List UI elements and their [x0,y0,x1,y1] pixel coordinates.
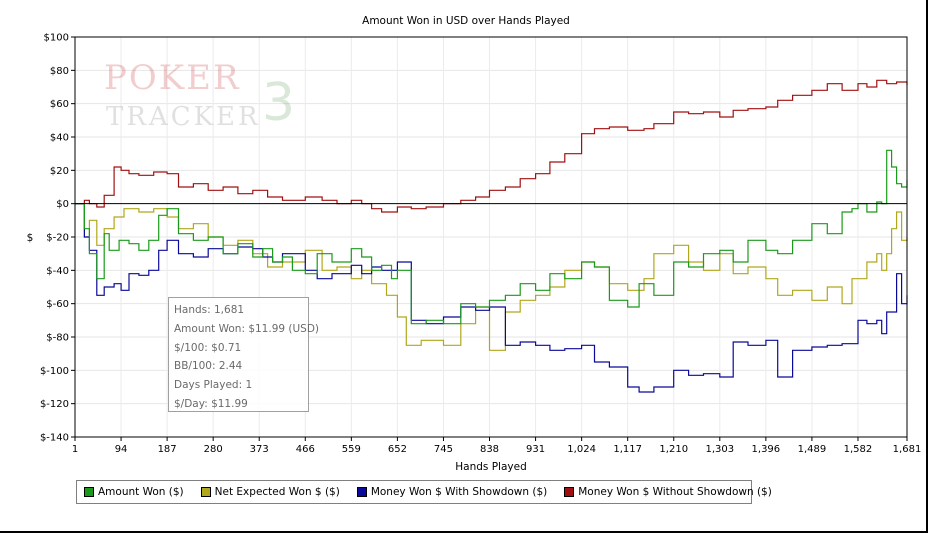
x-tick-label: 466 [296,444,315,455]
y-axis-title: $ [27,232,34,244]
x-tick-label: 1,303 [705,444,734,455]
series-line-2 [75,203,908,351]
x-tick-label: 1,117 [613,444,642,455]
legend-item: Money Won $ With Showdown ($) [356,486,548,498]
poker-tracker-logo: POKER TRACKER 3 [104,58,295,133]
chart-legend: Amount Won ($) Net Expected Won $ ($) Mone… [76,480,772,504]
x-tick-label: 1,582 [844,444,873,455]
x-tick-label: 931 [526,444,545,455]
legend-swatch [200,487,211,497]
y-tick-label: $80 [50,66,69,77]
stat-per-100: $/100: $0.71 [174,341,242,354]
y-tick-label: $40 [50,133,69,144]
legend-label: Money Won $ Without Showdown ($) [578,486,772,498]
y-tick-label: $-140 [40,433,69,444]
x-tick-label: 1,489 [798,444,827,455]
legend-swatch [564,487,575,497]
x-tick-label: 373 [250,444,269,455]
x-tick-label: 1,210 [659,444,688,455]
stat-days-played: Days Played: 1 [174,379,253,392]
logo-tracker-text: TRACKER [106,102,261,132]
x-tick-label: 745 [434,444,453,455]
y-tick-label: $-120 [40,399,69,410]
legend-item: Amount Won ($) [84,486,184,498]
stat-amount-won: Amount Won: $11.99 (USD) [174,322,320,335]
logo-poker-text: POKER [104,58,241,98]
x-tick-label: 187 [158,444,177,455]
legend-item: Money Won $ Without Showdown ($) [564,486,772,498]
x-tick-label: 94 [115,444,128,455]
x-tick-label: 1 [72,444,78,455]
logo-watermark: POKER TRACKER 3 [104,58,295,133]
x-tick-label: 838 [480,444,499,455]
stats-tooltip: Hands: 1,681 Amount Won: $11.99 (USD) $/… [168,297,320,412]
series-lines [75,79,908,393]
logo-number-text: 3 [262,73,295,133]
x-tick-label: 1,396 [752,444,781,455]
y-tick-label: $-20 [46,233,69,244]
y-axis-ticks: $100 $80 $60 $40 $20 $0 $-20 $-40 $-60 $-80 $-100 $… [40,33,75,444]
y-tick-label: $100 [44,33,69,44]
legend-item: Net Expected Won $ ($) [200,486,340,498]
y-tick-label: $60 [50,99,69,110]
legend-label: Money Won $ With Showdown ($) [370,486,548,498]
x-axis-ticks: 1 94 187 280 373 466 559 652 745 838 931 1,024 1,117… [72,437,922,455]
x-tick-label: 559 [342,444,361,455]
y-tick-label: $-80 [46,333,69,344]
legend-label: Net Expected Won $ ($) [214,486,340,498]
y-tick-label: $-40 [46,266,69,277]
stat-per-day: $/Day: $11.99 [174,397,248,410]
x-axis-title: Hands Played [455,461,526,473]
x-tick-label: 652 [388,444,407,455]
legend-label: Amount Won ($) [98,486,184,498]
x-tick-label: 1,681 [893,444,922,455]
y-tick-label: $20 [50,166,69,177]
x-tick-label: 280 [204,444,223,455]
chart-title: Amount Won in USD over Hands Played [362,15,570,27]
series-line-4 [75,79,908,213]
legend-swatch [84,487,94,497]
y-tick-label: $0 [56,199,69,210]
stat-hands: Hands: 1,681 [174,304,245,316]
y-tick-label: $-60 [46,299,69,310]
y-tick-label: $-100 [40,366,69,377]
stat-bb-per-100: BB/100: 2.44 [174,360,243,373]
series-line-1 [75,149,908,325]
x-tick-label: 1,024 [567,444,596,455]
legend-swatch [356,487,367,497]
